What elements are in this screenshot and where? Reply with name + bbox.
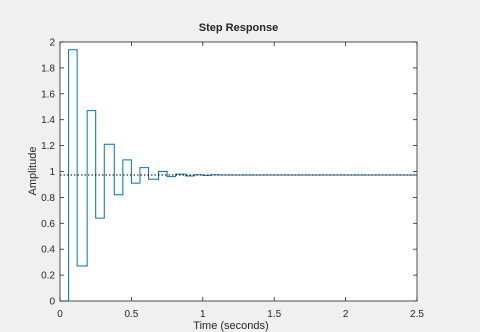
x-tick-label: 0.5 (124, 309, 138, 320)
y-tick-label: 0.2 (41, 271, 55, 282)
x-tick-label: 1.5 (267, 309, 281, 320)
x-tick-label: 0 (57, 309, 63, 320)
y-tick-label: 1.4 (41, 115, 55, 126)
x-tick-label: 1 (200, 309, 206, 320)
x-tick-label: 2.5 (410, 309, 424, 320)
chart-title: Step Response (199, 22, 278, 34)
y-tick-label: 0.4 (41, 245, 55, 256)
plot-frame (59, 41, 418, 302)
y-tick-label: 0.6 (41, 219, 55, 230)
chart-marks (60, 49, 417, 302)
y-tick-label: 0.8 (41, 193, 55, 204)
y-tick-label: 1.8 (41, 63, 55, 74)
plot-area (60, 42, 417, 301)
y-tick-label: 0 (49, 297, 55, 308)
x-tick-label: 2 (343, 309, 349, 320)
y-tick-label: 2 (49, 38, 55, 49)
axis-ticks: 0 0.5 1 1.5 2 2.5 0 0.2 0.4 0.6 0.8 1 1.2 1.4 1.6 1.8 2 (41, 38, 424, 321)
y-tick-label: 1.2 (41, 141, 55, 152)
x-axis-label: Time (seconds) (193, 320, 268, 332)
y-tick-label: 1 (49, 167, 55, 178)
y-axis-label: Amplitude (27, 147, 39, 196)
y-tick-label: 1.6 (41, 89, 55, 100)
